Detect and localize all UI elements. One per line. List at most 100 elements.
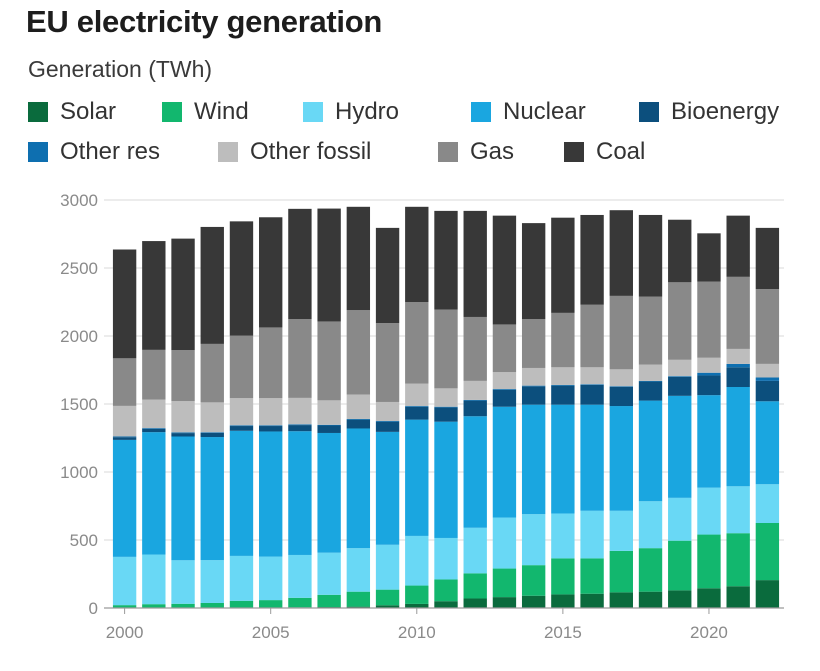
legend-item-solar: Solar xyxy=(28,98,162,126)
legend-label-wind: Wind xyxy=(194,98,249,125)
x-axis-ticks: 2000 2005 2010 2015 2020 xyxy=(106,608,728,642)
bar-bioenergy-2002 xyxy=(171,433,195,437)
bar-gas-2012 xyxy=(463,316,487,381)
bar-gas-2022 xyxy=(755,289,780,364)
bar-bioenergy-2008 xyxy=(346,419,371,429)
bar-wind-2021 xyxy=(726,533,750,587)
x-tick-label-2015: 2015 xyxy=(544,623,582,642)
bar-other-fossil-2000 xyxy=(112,405,137,437)
bar-nuclear-2021 xyxy=(726,387,750,487)
y-tick-label: 500 xyxy=(70,531,98,550)
bar-gas-2016 xyxy=(580,304,604,368)
bar-wind-2020 xyxy=(697,534,721,589)
legend-row-1: Solar Wind Hydro Nuclear Bioenergy xyxy=(28,92,818,132)
bar-other-res-2018 xyxy=(638,380,663,382)
bar-hydro-2005 xyxy=(259,556,283,601)
bar-gas-2014 xyxy=(521,319,546,368)
bar-other-fossil-2011 xyxy=(434,388,458,407)
y-tick-label: 0 xyxy=(89,599,98,618)
bar-gas-2009 xyxy=(375,323,400,402)
bar-bioenergy-2000 xyxy=(112,437,137,440)
bar-wind-2014 xyxy=(521,565,546,596)
bar-gas-2001 xyxy=(142,349,166,400)
bar-other-fossil-2018 xyxy=(638,364,663,381)
bar-solar-2016 xyxy=(580,593,604,608)
bar-solar-2015 xyxy=(551,594,575,608)
bar-wind-2018 xyxy=(638,548,663,592)
bar-other-res-2007 xyxy=(317,424,341,426)
bar-bioenergy-2014 xyxy=(521,386,546,405)
bar-nuclear-2007 xyxy=(317,432,341,553)
bar-other-fossil-2002 xyxy=(171,401,195,433)
bar-hydro-2014 xyxy=(521,514,546,566)
bar-coal-2019 xyxy=(668,219,692,283)
legend-label-solar: Solar xyxy=(60,98,117,125)
legend-item-other-res: Other res xyxy=(28,138,218,166)
bar-gas-2007 xyxy=(317,321,341,401)
bar-solar-2020 xyxy=(697,588,721,608)
bar-other-res-2010 xyxy=(405,406,429,407)
bar-bioenergy-2009 xyxy=(375,421,400,432)
bar-hydro-2008 xyxy=(346,548,371,592)
bar-nuclear-2000 xyxy=(112,439,137,557)
bar-nuclear-2006 xyxy=(288,431,312,555)
bar-wind-2006 xyxy=(288,597,312,608)
legend-row-2: Other res Other fossil Gas Coal xyxy=(28,132,818,172)
legend-item-coal: Coal xyxy=(564,138,645,166)
legend-swatch-coal xyxy=(564,142,584,162)
bar-other-fossil-2010 xyxy=(405,383,429,407)
legend-label-hydro: Hydro xyxy=(335,98,400,125)
bar-other-fossil-2004 xyxy=(229,398,254,426)
bar-bioenergy-2019 xyxy=(668,376,692,396)
bar-wind-2008 xyxy=(346,591,371,607)
x-tick-label-2020: 2020 xyxy=(690,623,728,642)
bar-coal-2022 xyxy=(755,227,780,290)
bar-bioenergy-2020 xyxy=(697,375,721,396)
bar-coal-2004 xyxy=(229,221,254,336)
bar-coal-2006 xyxy=(288,208,312,319)
bar-gas-2019 xyxy=(668,282,692,360)
bar-nuclear-2009 xyxy=(375,431,400,545)
bar-other-fossil-2007 xyxy=(317,400,341,425)
bar-bioenergy-2016 xyxy=(580,384,604,405)
bar-wind-2022 xyxy=(755,523,780,581)
bar-other-res-2019 xyxy=(668,376,692,377)
bar-solar-2018 xyxy=(638,591,663,608)
bar-other-fossil-2022 xyxy=(755,363,780,378)
bar-nuclear-2016 xyxy=(580,404,604,511)
bar-coal-2018 xyxy=(638,214,663,297)
legend: Solar Wind Hydro Nuclear Bioenergy Other… xyxy=(28,92,818,172)
bar-nuclear-2011 xyxy=(434,421,458,538)
bar-hydro-2001 xyxy=(142,554,166,605)
bar-wind-2007 xyxy=(317,594,341,608)
bar-wind-2013 xyxy=(492,568,517,598)
bar-solar-2012 xyxy=(463,598,487,608)
y-tick-label: 2500 xyxy=(60,259,98,278)
bar-coal-2008 xyxy=(346,206,371,311)
legend-label-nuclear: Nuclear xyxy=(503,98,586,125)
bar-solar-2008 xyxy=(346,606,371,608)
y-tick-label: 3000 xyxy=(60,191,98,210)
bar-other-fossil-2020 xyxy=(697,357,721,373)
legend-swatch-hydro xyxy=(303,102,323,122)
legend-item-hydro: Hydro xyxy=(303,98,471,126)
bar-bioenergy-2021 xyxy=(726,367,750,387)
bar-hydro-2006 xyxy=(288,554,312,598)
bar-hydro-2012 xyxy=(463,527,487,574)
bar-bioenergy-2006 xyxy=(288,425,312,432)
bar-coal-2002 xyxy=(171,238,195,351)
bar-gas-2020 xyxy=(697,281,721,358)
bar-bioenergy-2005 xyxy=(259,426,283,432)
bar-hydro-2022 xyxy=(755,484,780,523)
bar-other-res-2017 xyxy=(609,386,633,387)
y-tick-label: 1000 xyxy=(60,463,98,482)
bar-hydro-2020 xyxy=(697,487,721,535)
bar-other-res-2008 xyxy=(346,418,371,420)
bar-nuclear-2019 xyxy=(668,395,692,498)
bar-hydro-2017 xyxy=(609,510,633,551)
bar-other-fossil-2015 xyxy=(551,367,575,385)
bar-bioenergy-2013 xyxy=(492,389,517,407)
bar-nuclear-2015 xyxy=(551,404,575,514)
bar-bioenergy-2017 xyxy=(609,387,633,407)
bar-nuclear-2010 xyxy=(405,419,429,536)
